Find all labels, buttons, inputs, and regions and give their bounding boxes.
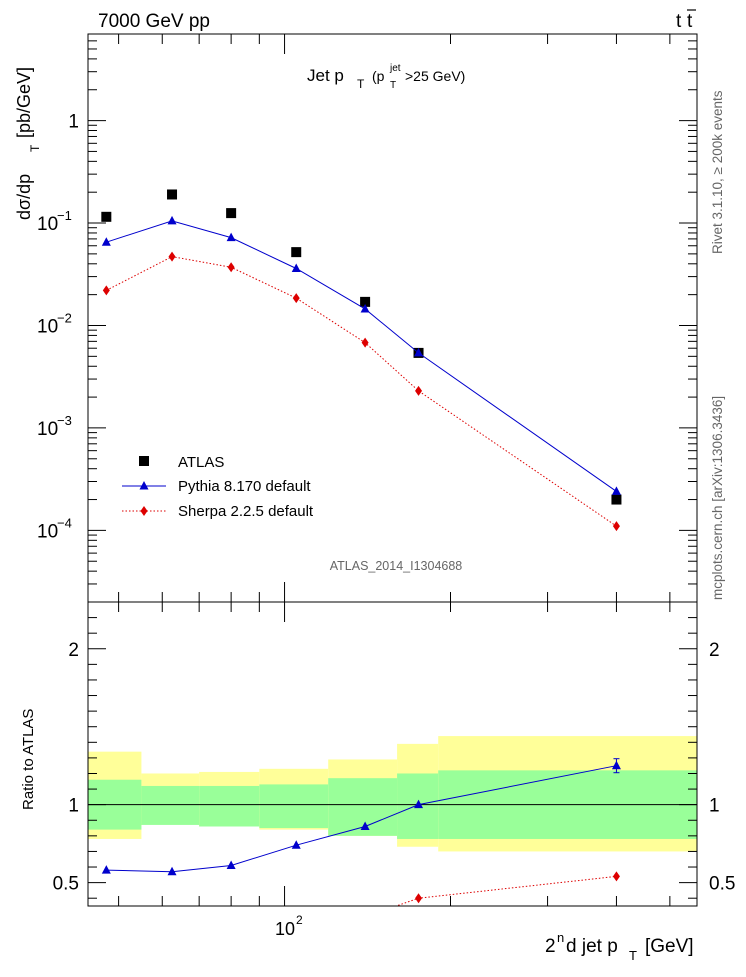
main-point-sherpa: [102, 285, 110, 296]
main-ytick-label-exp: −1: [57, 208, 72, 223]
ratio-series: [101, 758, 621, 922]
ratio-point-sherpa: [415, 893, 423, 904]
main-point-pythia: [226, 232, 236, 242]
main-ylabel: dσ/dp T [pb/GeV]: [14, 67, 42, 220]
ratio-ylabel: Ratio to ATLAS: [20, 709, 37, 810]
main-ytick-label-base: 10: [37, 419, 58, 440]
main-ylabel-text: dσ/dp: [14, 174, 34, 220]
xlabel-sub: T: [629, 948, 637, 963]
main-ylabel-sub: T: [28, 144, 42, 152]
main-point-sherpa: [227, 262, 235, 273]
legend-item-atlas: ATLAS: [139, 454, 224, 471]
xtick-label-100-base: 10: [275, 919, 295, 939]
main-panel: 110−110−210−310−4 Jet p T (p jet T >25 G…: [37, 33, 698, 603]
mcplots-label: mcplots.cern.ch [arXiv:1306.3436]: [710, 396, 725, 600]
main-point-atlas: [167, 189, 178, 200]
ratio-bands: [88, 736, 697, 852]
main-series: [101, 189, 622, 532]
main-ytick-label-base: 10: [37, 214, 58, 235]
plot-title: Jet p T (p jet T >25 GeV): [307, 63, 465, 91]
main-ylabel-unit: [pb/GeV]: [14, 67, 34, 138]
main-point-sherpa: [292, 293, 300, 304]
legend-item-sherpa: Sherpa 2.2.5 default: [122, 503, 314, 520]
main-ytick-label-exp: −2: [57, 310, 72, 325]
ratio-ytick-label-left: 1: [68, 796, 79, 817]
ratio-point-pythia: [291, 840, 301, 849]
main-ytick-label-base: 10: [37, 521, 58, 542]
plot-title-paren: (p: [372, 68, 385, 84]
xlabel-unit: [GeV]: [645, 936, 694, 957]
analysis-id: ATLAS_2014_I1304688: [330, 559, 463, 573]
xlabel-mid: d jet p: [566, 936, 618, 957]
ratio-point-pythia: [414, 799, 424, 809]
ratio-point-pythia: [167, 866, 177, 876]
xtick-label-100-exp: 2: [296, 913, 303, 927]
legend-label-sherpa: Sherpa 2.2.5 default: [178, 503, 314, 520]
ratio-ytick-label-right: 1: [709, 796, 720, 817]
main-axis-ticks: [88, 33, 697, 603]
main-point-pythia: [360, 303, 370, 313]
main-point-sherpa: [612, 521, 620, 532]
main-point-pythia: [414, 347, 424, 357]
main-point-atlas: [291, 247, 302, 258]
ratio-point-pythia: [226, 860, 236, 869]
ratio-frame: [87, 601, 698, 907]
main-point-sherpa: [415, 385, 423, 396]
legend-label-atlas: ATLAS: [178, 454, 224, 471]
plot-title-main: Jet p: [307, 66, 344, 85]
legend: ATLAS Pythia 8.170 default Sherpa 2.2.5 …: [122, 454, 314, 520]
main-point-pythia: [167, 215, 177, 225]
plot-title-sup: jet: [389, 63, 401, 74]
ratio-ytick-label-right: 0.5: [709, 874, 735, 895]
main-point-pythia: [611, 486, 621, 495]
ratio-point-sherpa: [362, 912, 369, 922]
main-ytick-label-base: 10: [37, 316, 58, 337]
main-ytick-labels: 110−110−210−310−4: [37, 112, 79, 543]
process-label: t t: [676, 9, 696, 32]
main-point-atlas: [611, 494, 622, 505]
main-point-sherpa: [361, 337, 369, 348]
ratio-point-pythia: [360, 821, 370, 830]
ratio-band-inner: [141, 785, 200, 825]
legend-marker-sherpa: [140, 506, 148, 516]
main-point-atlas: [226, 208, 237, 219]
plot-title-sub: T: [357, 77, 365, 91]
ratio-point-sherpa: [612, 871, 620, 882]
xlabel-sup: n: [557, 930, 564, 945]
xlabel-pre: 2: [545, 936, 556, 957]
process-bar: t: [687, 11, 693, 32]
ratio-line-sherpa: [394, 875, 617, 906]
ratio-band-inner: [199, 785, 260, 827]
rivet-label: Rivet 3.1.10, ≥ 200k events: [710, 90, 725, 254]
main-line-pythia: [106, 220, 617, 492]
legend-label-pythia: Pythia 8.170 default: [178, 478, 311, 495]
ratio-ytick-label-left: 0.5: [53, 874, 79, 895]
main-point-pythia: [101, 237, 111, 246]
ratio-ytick-labels: 0.5 0.5 1 1 2 2: [53, 640, 736, 895]
ratio-panel: 0.5 0.5 1 1 2 2: [53, 601, 736, 922]
energy-label: 7000 GeV pp: [98, 11, 210, 32]
ratio-band-inner: [259, 784, 329, 829]
main-point-atlas: [101, 211, 112, 222]
ratio-ytick-label-left: 2: [68, 640, 79, 661]
legend-marker-atlas: [139, 456, 149, 466]
legend-item-pythia: Pythia 8.170 default: [122, 478, 311, 495]
xlabel: 2 n d jet p T [GeV]: [545, 930, 694, 963]
ratio-series-clipped: [101, 758, 621, 922]
legend-marker-pythia: [139, 481, 149, 490]
main-ytick-label-exp: −4: [57, 515, 72, 530]
main-point-sherpa: [168, 251, 176, 262]
main-ytick-label: 1: [68, 112, 79, 133]
ratio-ytick-label-right: 2: [709, 640, 720, 661]
main-point-pythia: [291, 263, 301, 272]
plot-title-sub2: T: [390, 80, 396, 91]
ratio-axis-ticks: [88, 602, 697, 906]
plot-title-cut: >25 GeV): [405, 68, 465, 84]
process-main: t: [676, 11, 682, 32]
xtick-label-100: 10 2: [275, 913, 303, 939]
main-ytick-label-exp: −3: [57, 413, 72, 428]
main-point-atlas: [360, 296, 371, 307]
ratio-point-pythia: [101, 865, 111, 874]
